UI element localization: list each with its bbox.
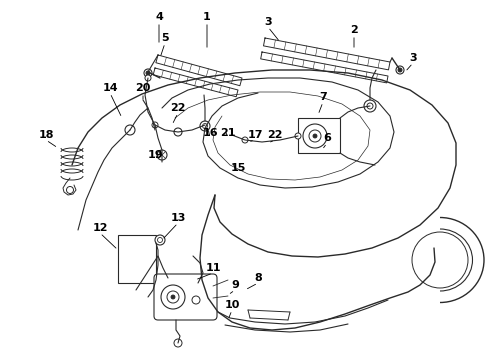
- Text: 20: 20: [135, 83, 151, 93]
- Circle shape: [200, 121, 210, 131]
- Text: 21: 21: [220, 128, 236, 138]
- Circle shape: [202, 123, 207, 129]
- Text: 17: 17: [247, 130, 263, 140]
- Text: 3: 3: [409, 53, 417, 63]
- Circle shape: [295, 133, 301, 139]
- Text: 13: 13: [171, 213, 186, 223]
- Text: 18: 18: [38, 130, 54, 140]
- Text: 10: 10: [224, 300, 240, 310]
- Text: 12: 12: [92, 223, 108, 233]
- Circle shape: [364, 100, 376, 112]
- Text: 22: 22: [170, 103, 186, 113]
- Circle shape: [125, 125, 135, 135]
- Circle shape: [309, 130, 321, 142]
- Text: 14: 14: [102, 83, 118, 93]
- Circle shape: [146, 71, 150, 75]
- Circle shape: [396, 66, 404, 74]
- Circle shape: [303, 124, 327, 148]
- FancyBboxPatch shape: [298, 118, 340, 153]
- Text: 4: 4: [155, 12, 163, 22]
- Text: 8: 8: [254, 273, 262, 283]
- Circle shape: [174, 339, 182, 347]
- Circle shape: [171, 295, 175, 299]
- FancyBboxPatch shape: [118, 235, 156, 283]
- Text: 1: 1: [203, 12, 211, 22]
- Circle shape: [67, 186, 74, 194]
- Text: 6: 6: [323, 133, 331, 143]
- Circle shape: [398, 68, 402, 72]
- Text: 16: 16: [202, 128, 218, 138]
- Text: 22: 22: [267, 130, 283, 140]
- Circle shape: [174, 128, 182, 136]
- Circle shape: [192, 296, 200, 304]
- Circle shape: [155, 235, 165, 245]
- Text: 19: 19: [147, 150, 163, 160]
- Text: 7: 7: [319, 92, 327, 102]
- Circle shape: [152, 122, 158, 128]
- Circle shape: [367, 103, 373, 109]
- Circle shape: [313, 134, 317, 138]
- Circle shape: [242, 137, 248, 143]
- Circle shape: [144, 69, 152, 77]
- Text: 9: 9: [231, 280, 239, 290]
- Circle shape: [157, 150, 167, 160]
- Circle shape: [157, 238, 163, 243]
- Text: 3: 3: [264, 17, 272, 27]
- Text: 2: 2: [350, 25, 358, 35]
- Text: 15: 15: [230, 163, 245, 173]
- Text: 11: 11: [205, 263, 221, 273]
- FancyBboxPatch shape: [154, 274, 217, 320]
- Text: 5: 5: [161, 33, 169, 43]
- Circle shape: [167, 291, 179, 303]
- Circle shape: [161, 285, 185, 309]
- Circle shape: [412, 232, 468, 288]
- Circle shape: [145, 75, 151, 81]
